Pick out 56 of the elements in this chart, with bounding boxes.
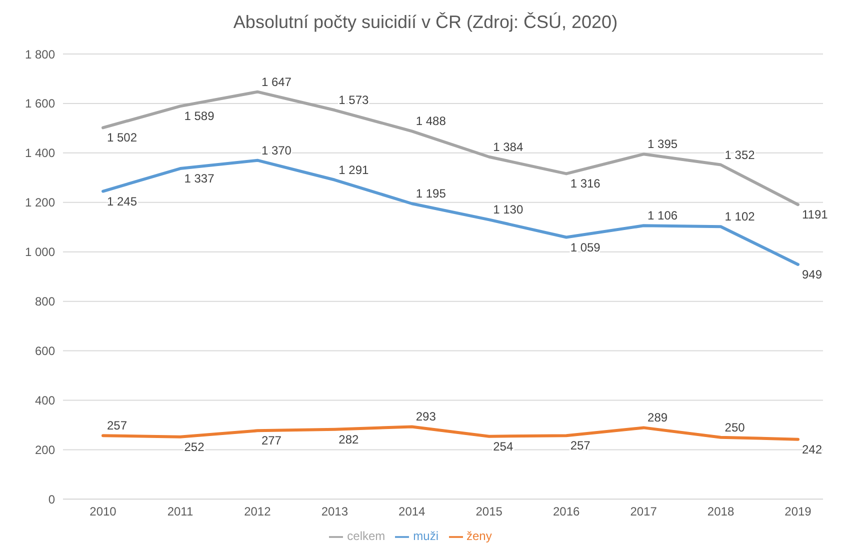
- data-label: 1 488: [416, 114, 446, 128]
- x-tick-label: 2015: [476, 504, 503, 519]
- chart-title: Absolutní počty suicidií v ČR (Zdroj: ČSÚ, 2020): [232, 11, 619, 34]
- data-label: 1 573: [338, 93, 370, 108]
- data-label: 1191: [802, 208, 828, 222]
- data-label: 1 316: [570, 176, 601, 191]
- data-label: 242: [802, 442, 822, 456]
- data-label: 1 395: [648, 137, 678, 152]
- data-label: 1 059: [570, 240, 601, 254]
- x-tick-label: 2011: [167, 504, 194, 519]
- data-label: 1 245: [107, 194, 138, 208]
- y-tick-label: 1 200: [24, 196, 56, 210]
- data-label: 1 337: [184, 172, 215, 186]
- x-tick-label: 2010: [90, 504, 117, 519]
- data-label: 1 291: [338, 162, 370, 177]
- data-label: 1 502: [107, 130, 138, 145]
- line-series: [102, 90, 800, 206]
- data-label: 1 130: [493, 202, 524, 217]
- x-tick-label: 2016: [552, 504, 580, 519]
- data-label: 257: [107, 418, 128, 433]
- y-tick-label: 600: [34, 344, 56, 358]
- x-tick-label: 2017: [630, 504, 658, 519]
- y-tick-label: 1 000: [24, 245, 56, 260]
- data-label: 1 352: [724, 148, 756, 162]
- data-label: 1 102: [724, 210, 756, 224]
- y-tick-label: 800: [34, 294, 56, 309]
- data-label: 1 195: [416, 186, 446, 201]
- data-label: 282: [338, 432, 360, 446]
- y-tick-label: 400: [34, 394, 56, 408]
- data-label: 1 384: [493, 140, 524, 154]
- data-label: 289: [648, 410, 668, 425]
- data-label: 250: [724, 420, 746, 434]
- x-tick-label: 2012: [244, 504, 272, 519]
- y-tick-label: 1 600: [24, 96, 56, 111]
- data-label: 293: [416, 410, 436, 424]
- data-label: 1 106: [648, 208, 678, 223]
- data-label: 277: [261, 434, 282, 448]
- data-label: 1 647: [261, 74, 292, 89]
- legend-label: celkem: [347, 529, 386, 544]
- y-tick-label: 1 800: [24, 47, 56, 62]
- x-tick-label: 2019: [784, 504, 812, 519]
- legend-label: ženy: [466, 529, 492, 544]
- x-tick-label: 2013: [321, 504, 348, 519]
- data-label: 949: [802, 267, 822, 282]
- data-label: 252: [184, 440, 205, 454]
- x-tick-label: 2014: [398, 504, 426, 519]
- data-label: 257: [570, 438, 591, 453]
- data-label: 1 370: [261, 143, 292, 158]
- y-tick-label: 0: [48, 492, 56, 506]
- y-tick-label: 200: [34, 442, 56, 457]
- line-series: [102, 158, 800, 266]
- x-tick-label: 2018: [707, 504, 734, 519]
- y-tick-label: 1 400: [24, 146, 56, 160]
- data-label: 254: [493, 439, 514, 454]
- legend-label: muži: [413, 529, 438, 544]
- data-label: 1 589: [184, 109, 215, 124]
